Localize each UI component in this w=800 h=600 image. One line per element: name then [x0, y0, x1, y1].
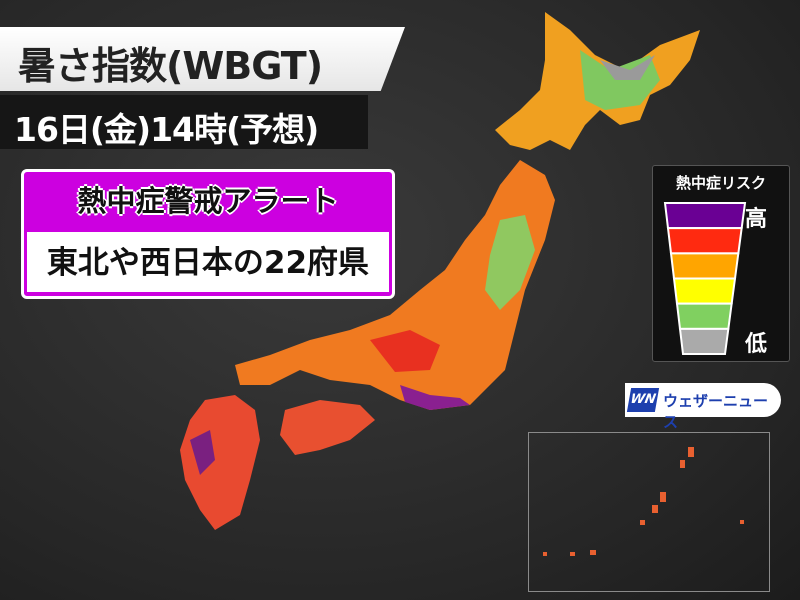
legend-low-label: 低 [745, 332, 768, 357]
alert-heading: 熱中症警戒アラート [77, 184, 339, 218]
risk-level-2 [666, 227, 743, 255]
title-bar: 暑さ指数(WBGT) [0, 27, 405, 91]
heatstroke-alert-box: 熱中症警戒アラート 東北や西日本の22府県 [21, 169, 395, 299]
legend-high-label: 高 [745, 207, 768, 232]
page-title: 暑さ指数(WBGT) [18, 44, 323, 88]
risk-level-6 [678, 327, 730, 355]
risk-scale-funnel [663, 202, 747, 355]
forecast-time-bar: 16日(金)14時(予想) [0, 95, 368, 149]
risk-level-1 [663, 202, 747, 230]
risk-level-3 [669, 252, 740, 280]
region-kyushu [180, 395, 260, 530]
legend-title: 熱中症リスク [675, 174, 766, 192]
wn-logo-mark: WN [626, 388, 660, 412]
brand-name: ウェザーニュース [663, 392, 769, 431]
region-honshu [235, 160, 555, 410]
region-shikoku [280, 400, 375, 455]
okinawa-inset-frame [528, 432, 770, 592]
risk-legend: 熱中症リスク 高 低 [652, 165, 790, 362]
region-chubu-red [370, 330, 440, 372]
risk-level-4 [672, 277, 737, 305]
alert-message: 東北や西日本の22府県 [27, 232, 389, 292]
forecast-time: 16日(金)14時(予想) [14, 110, 319, 149]
okinawa-islands [543, 447, 744, 556]
region-kinki-purple [400, 385, 470, 410]
region-tohoku-green [485, 215, 535, 310]
region-kyushu-purple [190, 430, 215, 475]
risk-level-5 [675, 302, 733, 330]
weathernews-logo: WN ウェザーニュース [625, 383, 781, 431]
region-hokkaido-grey [600, 55, 655, 80]
